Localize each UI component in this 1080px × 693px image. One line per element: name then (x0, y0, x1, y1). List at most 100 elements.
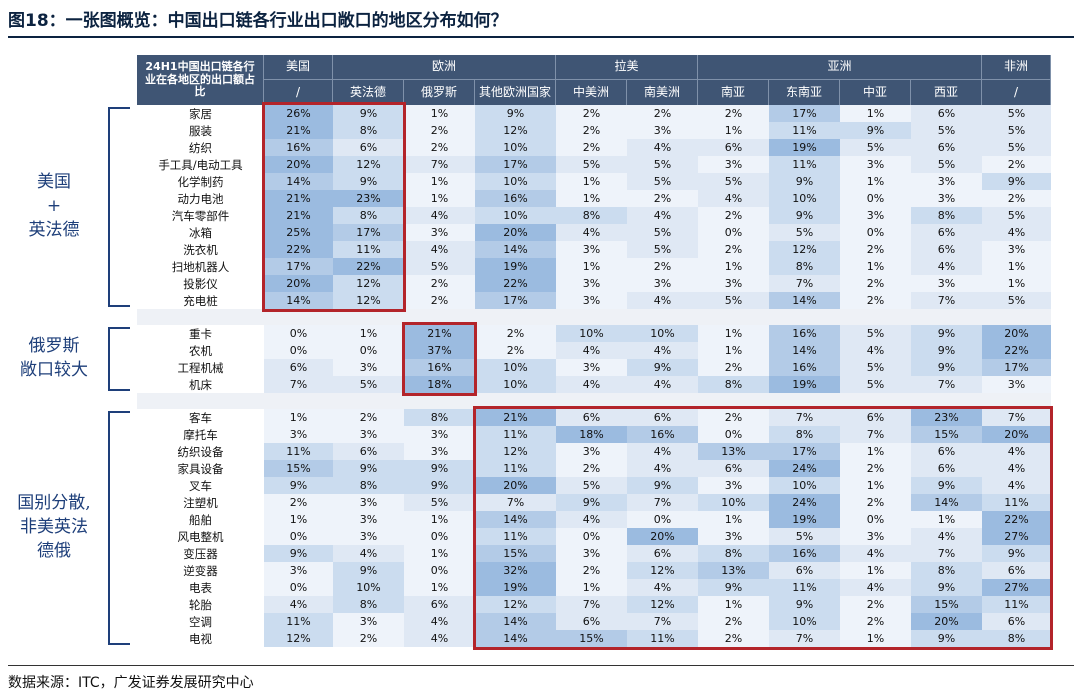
table-cell: 3% (556, 292, 627, 309)
table-cell: 1% (698, 342, 769, 359)
table-cell: 15% (911, 596, 982, 613)
table-cell: 4% (627, 579, 698, 596)
table-cell: 7% (475, 494, 556, 511)
table-cell: 1% (698, 258, 769, 275)
table-cell: 1% (556, 258, 627, 275)
table-cell: 22% (264, 241, 333, 258)
table-cell: 9% (698, 579, 769, 596)
table-cell: 10% (475, 376, 556, 393)
table-cell: 6% (769, 562, 840, 579)
table-cell: 8% (769, 258, 840, 275)
table-cell: 4% (840, 579, 911, 596)
table-cell: 16% (404, 359, 475, 376)
row-label: 服装 (189, 123, 212, 138)
row-label: 轮胎 (189, 597, 212, 612)
table-cell: 1% (556, 190, 627, 207)
table-cell: 12% (769, 241, 840, 258)
table-cell: 8% (698, 376, 769, 393)
table-cell: 32% (475, 562, 556, 579)
table-cell: 2% (404, 139, 475, 156)
table-cell: 20% (911, 613, 982, 630)
region-header: 欧洲 (333, 55, 556, 79)
table-cell: 10% (333, 579, 404, 596)
table-cell: 8% (911, 207, 982, 224)
table-cell: 2% (264, 494, 333, 511)
table-cell: 22% (982, 511, 1051, 528)
table-cell: 11% (475, 528, 556, 545)
table-cell: 14% (475, 613, 556, 630)
table-cell: 4% (698, 190, 769, 207)
row-label: 扫地机器人 (171, 259, 230, 274)
table-cell: 25% (264, 224, 333, 241)
table-cell: 0% (404, 528, 475, 545)
table-cell: 14% (264, 173, 333, 190)
table-cell: 3% (556, 545, 627, 562)
table-cell: 4% (627, 376, 698, 393)
table-cell: 3% (264, 562, 333, 579)
row-label: 家具设备 (177, 461, 224, 476)
table-cell: 3% (333, 359, 404, 376)
table-cell: 4% (556, 511, 627, 528)
table-cell: 0% (264, 579, 333, 596)
table-cell: 1% (556, 173, 627, 190)
table-cell: 4% (404, 207, 475, 224)
table-cell: 17% (982, 359, 1051, 376)
column-header: 南美洲 (627, 79, 698, 105)
table-cell: 5% (840, 376, 911, 393)
table-cell: 7% (982, 409, 1051, 426)
table-cell: 9% (982, 173, 1051, 190)
table-cell: 0% (264, 342, 333, 359)
row-label: 电视 (189, 631, 212, 646)
table-cell: 3% (698, 477, 769, 494)
row-label: 手工具/电动工具 (158, 157, 243, 172)
table-cell: 5% (840, 325, 911, 342)
table-cell: 18% (556, 426, 627, 443)
table-cell: 16% (769, 359, 840, 376)
table-cell: 16% (264, 139, 333, 156)
table-cell: 10% (475, 359, 556, 376)
table-cell: 14% (769, 292, 840, 309)
table-cell: 10% (475, 207, 556, 224)
table-cell: 3% (556, 359, 627, 376)
table-cell: 15% (264, 460, 333, 477)
table-cell: 6% (911, 139, 982, 156)
table-cell: 1% (264, 511, 333, 528)
table-cell: 4% (556, 342, 627, 359)
table-cell: 17% (475, 292, 556, 309)
table-cell: 4% (982, 477, 1051, 494)
table-cell: 4% (627, 207, 698, 224)
table-cell: 11% (264, 613, 333, 630)
table-cell: 4% (556, 224, 627, 241)
table-cell: 18% (404, 376, 475, 393)
table-cell: 9% (333, 460, 404, 477)
table-cell: 3% (698, 528, 769, 545)
table-cell: 2% (840, 241, 911, 258)
table-cell: 5% (982, 207, 1051, 224)
table-cell: 19% (769, 139, 840, 156)
table-cell: 16% (627, 426, 698, 443)
table-cell: 11% (627, 630, 698, 647)
table-cell: 12% (333, 156, 404, 173)
table-cell: 9% (769, 596, 840, 613)
table-cell: 4% (627, 342, 698, 359)
table-cell: 6% (264, 359, 333, 376)
table-cell: 5% (333, 376, 404, 393)
table-cell: 10% (769, 613, 840, 630)
row-label: 变压器 (183, 546, 218, 561)
row-label: 汽车零部件 (171, 208, 230, 223)
table-cell: 13% (698, 562, 769, 579)
row-label: 投影仪 (183, 276, 218, 291)
table-cell: 11% (982, 494, 1051, 511)
table-cell: 3% (627, 275, 698, 292)
table-cell: 1% (840, 477, 911, 494)
table-cell: 2% (698, 207, 769, 224)
table-cell: 9% (404, 477, 475, 494)
table-cell: 12% (264, 630, 333, 647)
table-cell: 3% (840, 207, 911, 224)
table-cell: 6% (911, 224, 982, 241)
table-cell: 4% (982, 443, 1051, 460)
table-cell: 9% (556, 494, 627, 511)
table-cell: 0% (627, 511, 698, 528)
table-cell: 5% (769, 224, 840, 241)
table-cell: 15% (475, 545, 556, 562)
